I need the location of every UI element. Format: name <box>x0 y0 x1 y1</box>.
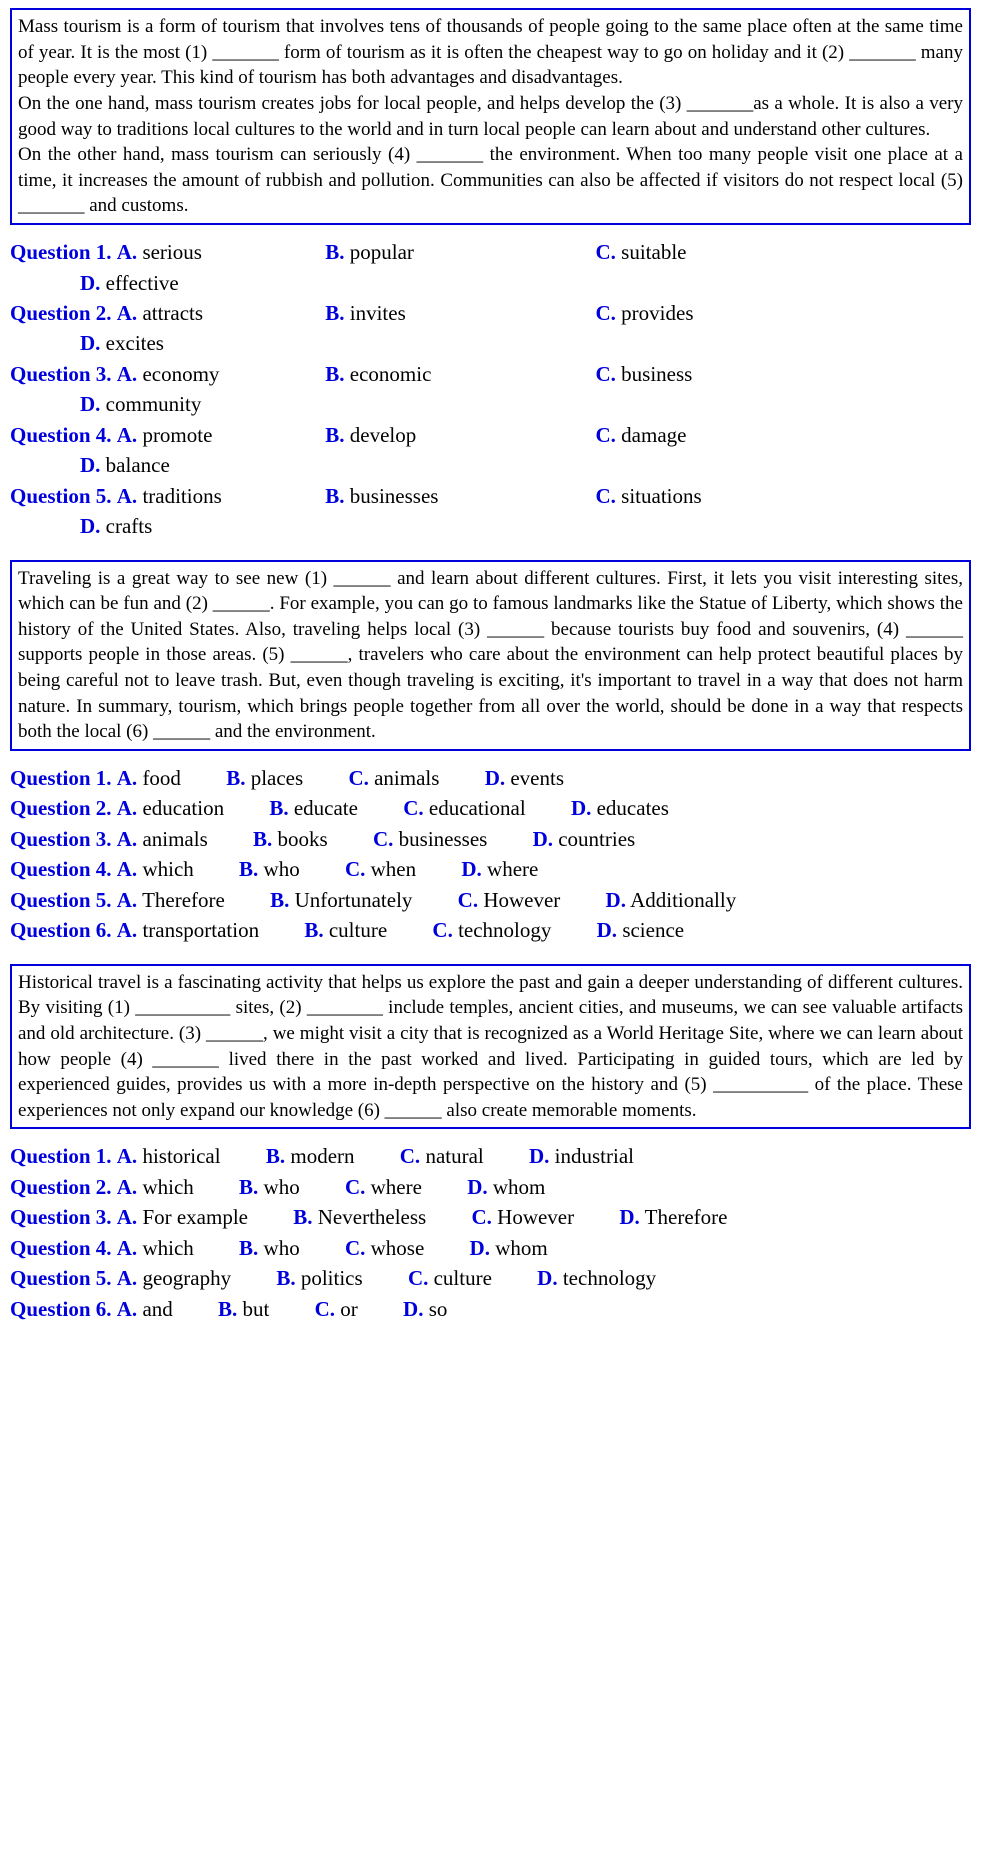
q-label: Question 2. <box>10 301 112 325</box>
q1-5: Question 5. A. traditions B. businesses … <box>10 481 971 511</box>
q2-3: Question 3. A. animals B. books C. busin… <box>10 824 971 854</box>
opt-a[interactable]: serious <box>142 240 202 264</box>
q3-1: Question 1. A. historical B. modern C. n… <box>10 1141 971 1171</box>
passage-2-text: Traveling is a great way to see new (1) … <box>18 566 963 745</box>
q1-1: Question 1. A. serious B. popular C. sui… <box>10 237 971 267</box>
q3-6: Question 6. A. and B. but C. or D. so <box>10 1294 971 1324</box>
opt-d[interactable]: effective <box>106 271 179 295</box>
q1-1-d: D. effective <box>10 268 971 298</box>
q3-2: Question 2. A. which B. who C. where D. … <box>10 1172 971 1202</box>
passage-1: Mass tourism is a form of tourism that i… <box>10 8 971 225</box>
opt-c[interactable]: suitable <box>621 240 686 264</box>
q1-4-d: D. balance <box>10 450 971 480</box>
q2-5: Question 5. A. Therefore B. Unfortunatel… <box>10 885 971 915</box>
opt-b-label: B. <box>325 240 344 264</box>
q1-4: Question 4. A. promote B. develop C. dam… <box>10 420 971 450</box>
questions-2: Question 1. A. food B. places C. animals… <box>10 763 971 946</box>
q2-6: Question 6. A. transportation B. culture… <box>10 915 971 945</box>
q3-4: Question 4. A. which B. who C. whose D. … <box>10 1233 971 1263</box>
passage-1-text: Mass tourism is a form of tourism that i… <box>18 14 963 219</box>
q2-2: Question 2. A. education B. educate C. e… <box>10 793 971 823</box>
q2-4: Question 4. A. which B. who C. when D. w… <box>10 854 971 884</box>
q1-2-d: D. excites <box>10 328 971 358</box>
passage-3-text: Historical travel is a fascinating activ… <box>18 970 963 1124</box>
opt-b[interactable]: popular <box>350 240 414 264</box>
opt-a-label: A. <box>117 240 137 264</box>
q1-5-d: D. crafts <box>10 511 971 541</box>
questions-1: Question 1. A. serious B. popular C. sui… <box>10 237 971 541</box>
q2-1: Question 1. A. food B. places C. animals… <box>10 763 971 793</box>
passage-2: Traveling is a great way to see new (1) … <box>10 560 971 751</box>
q1-3: Question 3. A. economy B. economic C. bu… <box>10 359 971 389</box>
passage-3: Historical travel is a fascinating activ… <box>10 964 971 1130</box>
questions-3: Question 1. A. historical B. modern C. n… <box>10 1141 971 1324</box>
q1-2: Question 2. A. attracts B. invites C. pr… <box>10 298 971 328</box>
q3-3: Question 3. A. For example B. Neverthele… <box>10 1202 971 1232</box>
q-label: Question 1. <box>10 240 112 264</box>
q3-5: Question 5. A. geography B. politics C. … <box>10 1263 971 1293</box>
opt-c-label: C. <box>596 240 616 264</box>
opt-d-label: D. <box>80 271 100 295</box>
q1-3-d: D. community <box>10 389 971 419</box>
